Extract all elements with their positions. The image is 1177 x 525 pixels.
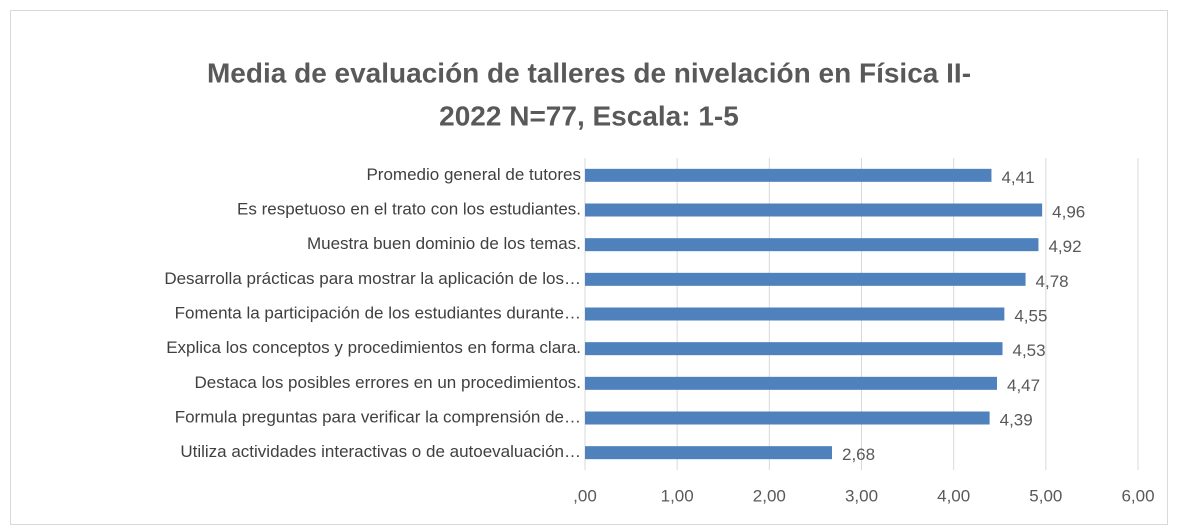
y-tick-label: Formula preguntas para verificar la comp… <box>175 407 581 426</box>
x-tick-label: ,00 <box>573 486 597 505</box>
y-tick-label: Desarrolla prácticas para mostrar la apl… <box>164 269 581 288</box>
chart-title: 2022 N=77, Escala: 1-5 <box>439 100 739 131</box>
bar <box>585 272 1026 286</box>
y-tick-label: Promedio general de tutores <box>366 165 581 184</box>
x-tick-label: 3,00 <box>845 486 878 505</box>
y-tick-label: Explica los conceptos y procedimientos e… <box>166 338 581 357</box>
bar <box>585 238 1039 252</box>
bar <box>585 376 997 390</box>
data-label: 4,41 <box>1001 168 1034 187</box>
bar <box>585 411 990 425</box>
bar <box>585 203 1043 217</box>
x-tick-label: 5,00 <box>1029 486 1062 505</box>
data-label: 4,39 <box>1000 410 1033 429</box>
bar <box>585 168 992 182</box>
x-tick-label: 4,00 <box>937 486 970 505</box>
x-tick-label: 2,00 <box>753 486 786 505</box>
bar <box>585 307 1005 321</box>
data-label: 4,53 <box>1013 341 1046 360</box>
data-label: 4,92 <box>1048 237 1081 256</box>
y-tick-label: Es respetuoso en el trato con los estudi… <box>237 199 581 218</box>
y-tick-label: Muestra buen dominio de los temas. <box>307 234 581 253</box>
chart-border <box>10 10 1168 525</box>
bar <box>585 446 833 460</box>
data-label: 4,96 <box>1052 202 1085 221</box>
bar <box>585 342 1003 356</box>
chart-title: Media de evaluación de talleres de nivel… <box>207 57 971 88</box>
y-tick-label: Destaca los posibles errores en un proce… <box>195 373 581 392</box>
data-label: 2,68 <box>842 445 875 464</box>
data-label: 4,78 <box>1036 272 1069 291</box>
x-tick-label: 6,00 <box>1121 486 1154 505</box>
x-tick-label: 1,00 <box>661 486 694 505</box>
y-tick-label: Utiliza actividades interactivas o de au… <box>180 442 581 461</box>
y-tick-label: Fomenta la participación de los estudian… <box>175 303 581 322</box>
data-label: 4,55 <box>1014 306 1047 325</box>
data-label: 4,47 <box>1007 376 1040 395</box>
